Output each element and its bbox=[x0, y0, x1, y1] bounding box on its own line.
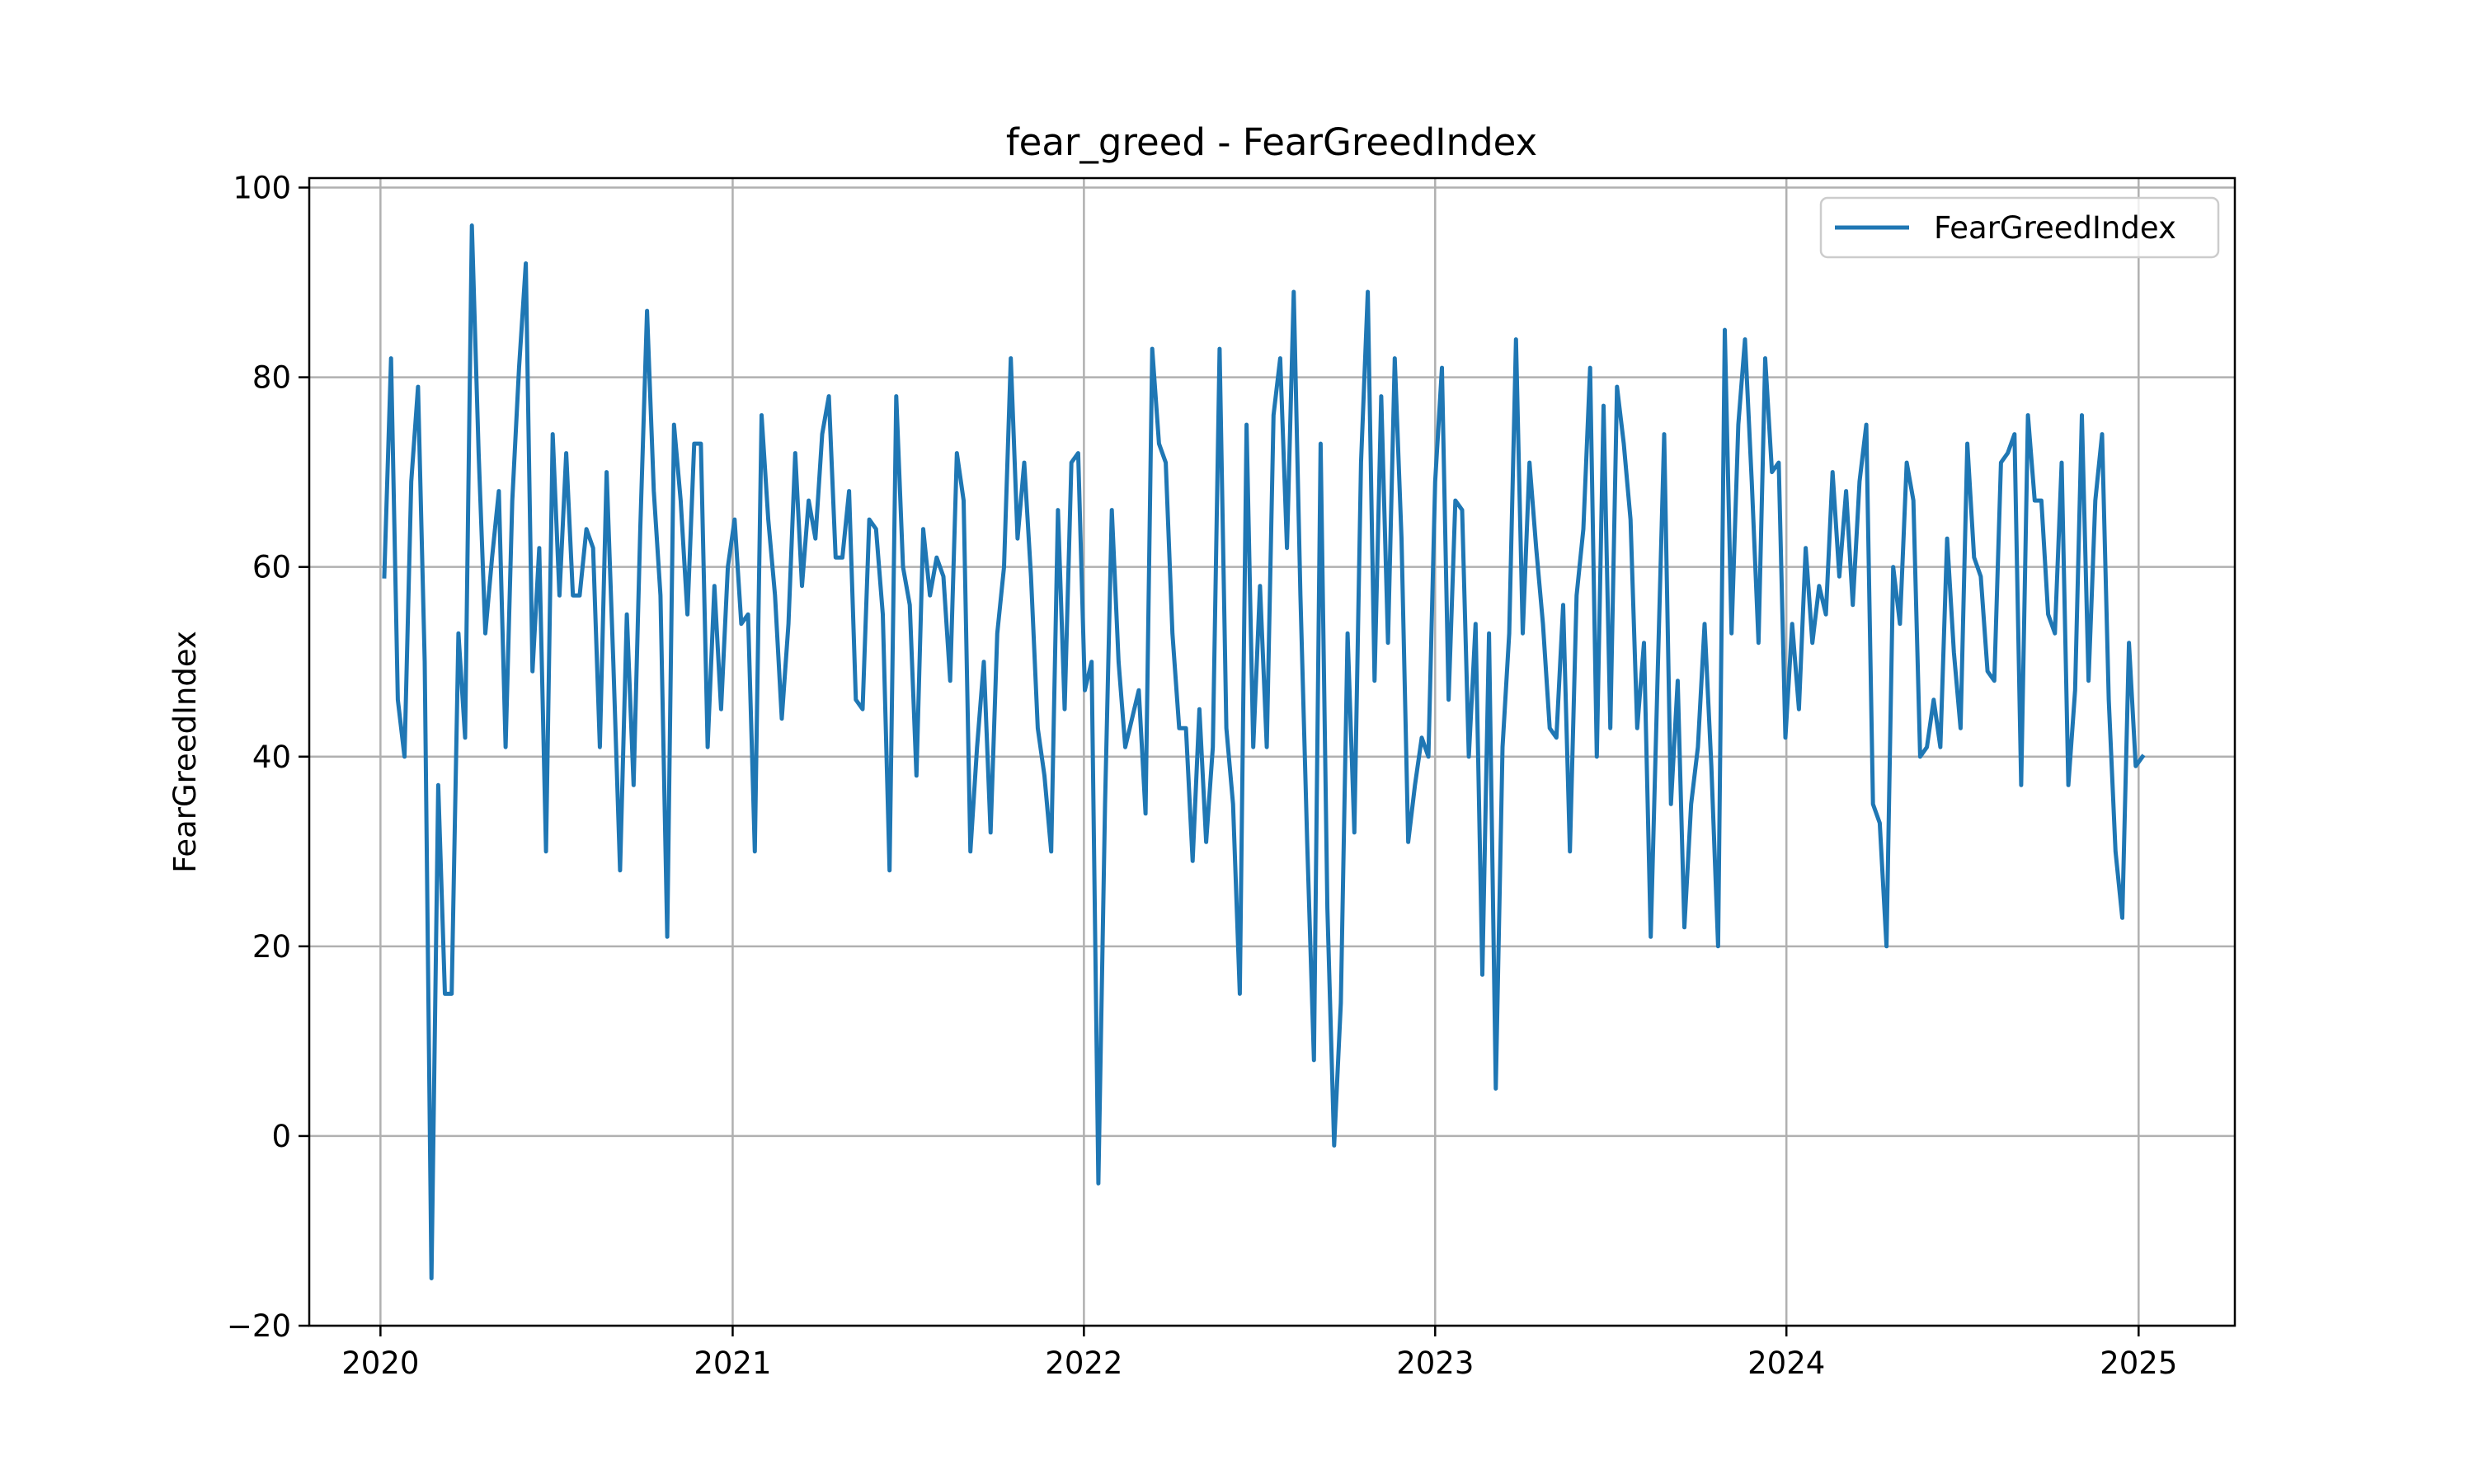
y-tick-label: 0 bbox=[271, 1119, 291, 1154]
y-tick-label: −20 bbox=[227, 1308, 291, 1344]
x-tick-label: 2022 bbox=[1045, 1345, 1122, 1381]
legend-label: FearGreedIndex bbox=[1934, 210, 2176, 246]
y-tick-label: 80 bbox=[252, 360, 291, 396]
legend: FearGreedIndex bbox=[1819, 196, 2220, 259]
x-tick-label: 2025 bbox=[2100, 1345, 2177, 1381]
y-tick-label: 100 bbox=[233, 171, 291, 206]
legend-box bbox=[1819, 196, 2220, 259]
y-axis-label: FearGreedIndex bbox=[167, 631, 203, 873]
series-layer bbox=[382, 223, 2146, 1280]
chart-title: fear_greed - FearGreedIndex bbox=[1006, 120, 1537, 164]
x-tick-label: 2023 bbox=[1396, 1345, 1474, 1381]
series-line-feargreedindex bbox=[382, 223, 2146, 1280]
x-tick-label: 2024 bbox=[1747, 1345, 1825, 1381]
y-tick-label: 20 bbox=[252, 929, 291, 965]
ticks-layer: 2020 2021 2022 2023 2024 2025 −20 0 20 40 60 80 100 bbox=[227, 171, 2177, 1381]
x-tick-label: 2020 bbox=[341, 1345, 419, 1381]
x-tick-label: 2021 bbox=[694, 1345, 771, 1381]
y-tick-label: 60 bbox=[252, 550, 291, 585]
plot-frame bbox=[308, 176, 2236, 1327]
y-tick-label: 40 bbox=[252, 740, 291, 775]
